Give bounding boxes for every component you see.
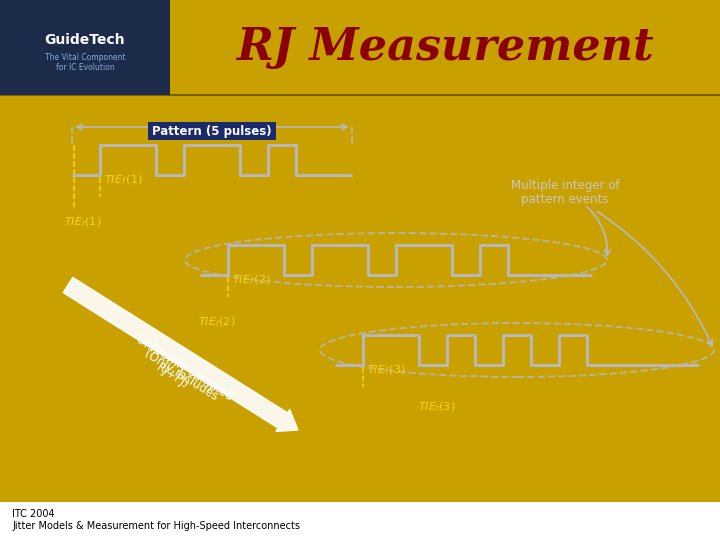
Text: for IC Evolution: for IC Evolution — [55, 63, 114, 72]
Text: GuideTech: GuideTech — [45, 32, 125, 46]
FancyBboxPatch shape — [0, 0, 720, 95]
Text: RJ+PJ): RJ+PJ) — [154, 361, 192, 391]
Text: The Vital Component: The Vital Component — [45, 53, 125, 62]
Text: $TIE_r(2)$: $TIE_r(2)$ — [198, 315, 235, 329]
Text: Jitter Models & Measurement for High-Speed Interconnects: Jitter Models & Measurement for High-Spe… — [12, 521, 300, 531]
Text: pattern events: pattern events — [521, 192, 608, 206]
Text: $TIE_f\/(1)$: $TIE_f\/(1)$ — [104, 173, 143, 187]
Text: $TIE_f\/(3)$: $TIE_f\/(3)$ — [367, 363, 406, 377]
Text: RJ Measurement: RJ Measurement — [236, 26, 654, 69]
FancyArrow shape — [63, 278, 298, 431]
Text: Unfiromly sampled: Unfiromly sampled — [134, 333, 235, 403]
Text: Multiple integer of: Multiple integer of — [510, 179, 619, 192]
Text: (Only includes: (Only includes — [142, 347, 220, 403]
Text: Pattern (5 pulses): Pattern (5 pulses) — [152, 125, 272, 138]
FancyBboxPatch shape — [0, 502, 720, 540]
Text: $TIE_f\/(2)$: $TIE_f\/(2)$ — [232, 273, 271, 287]
FancyBboxPatch shape — [148, 122, 276, 140]
FancyBboxPatch shape — [0, 0, 170, 95]
Text: $TIE_r(1)$: $TIE_r(1)$ — [64, 215, 102, 229]
Text: $TIE_r(3)$: $TIE_r(3)$ — [418, 400, 456, 414]
Text: ITC 2004: ITC 2004 — [12, 509, 55, 519]
